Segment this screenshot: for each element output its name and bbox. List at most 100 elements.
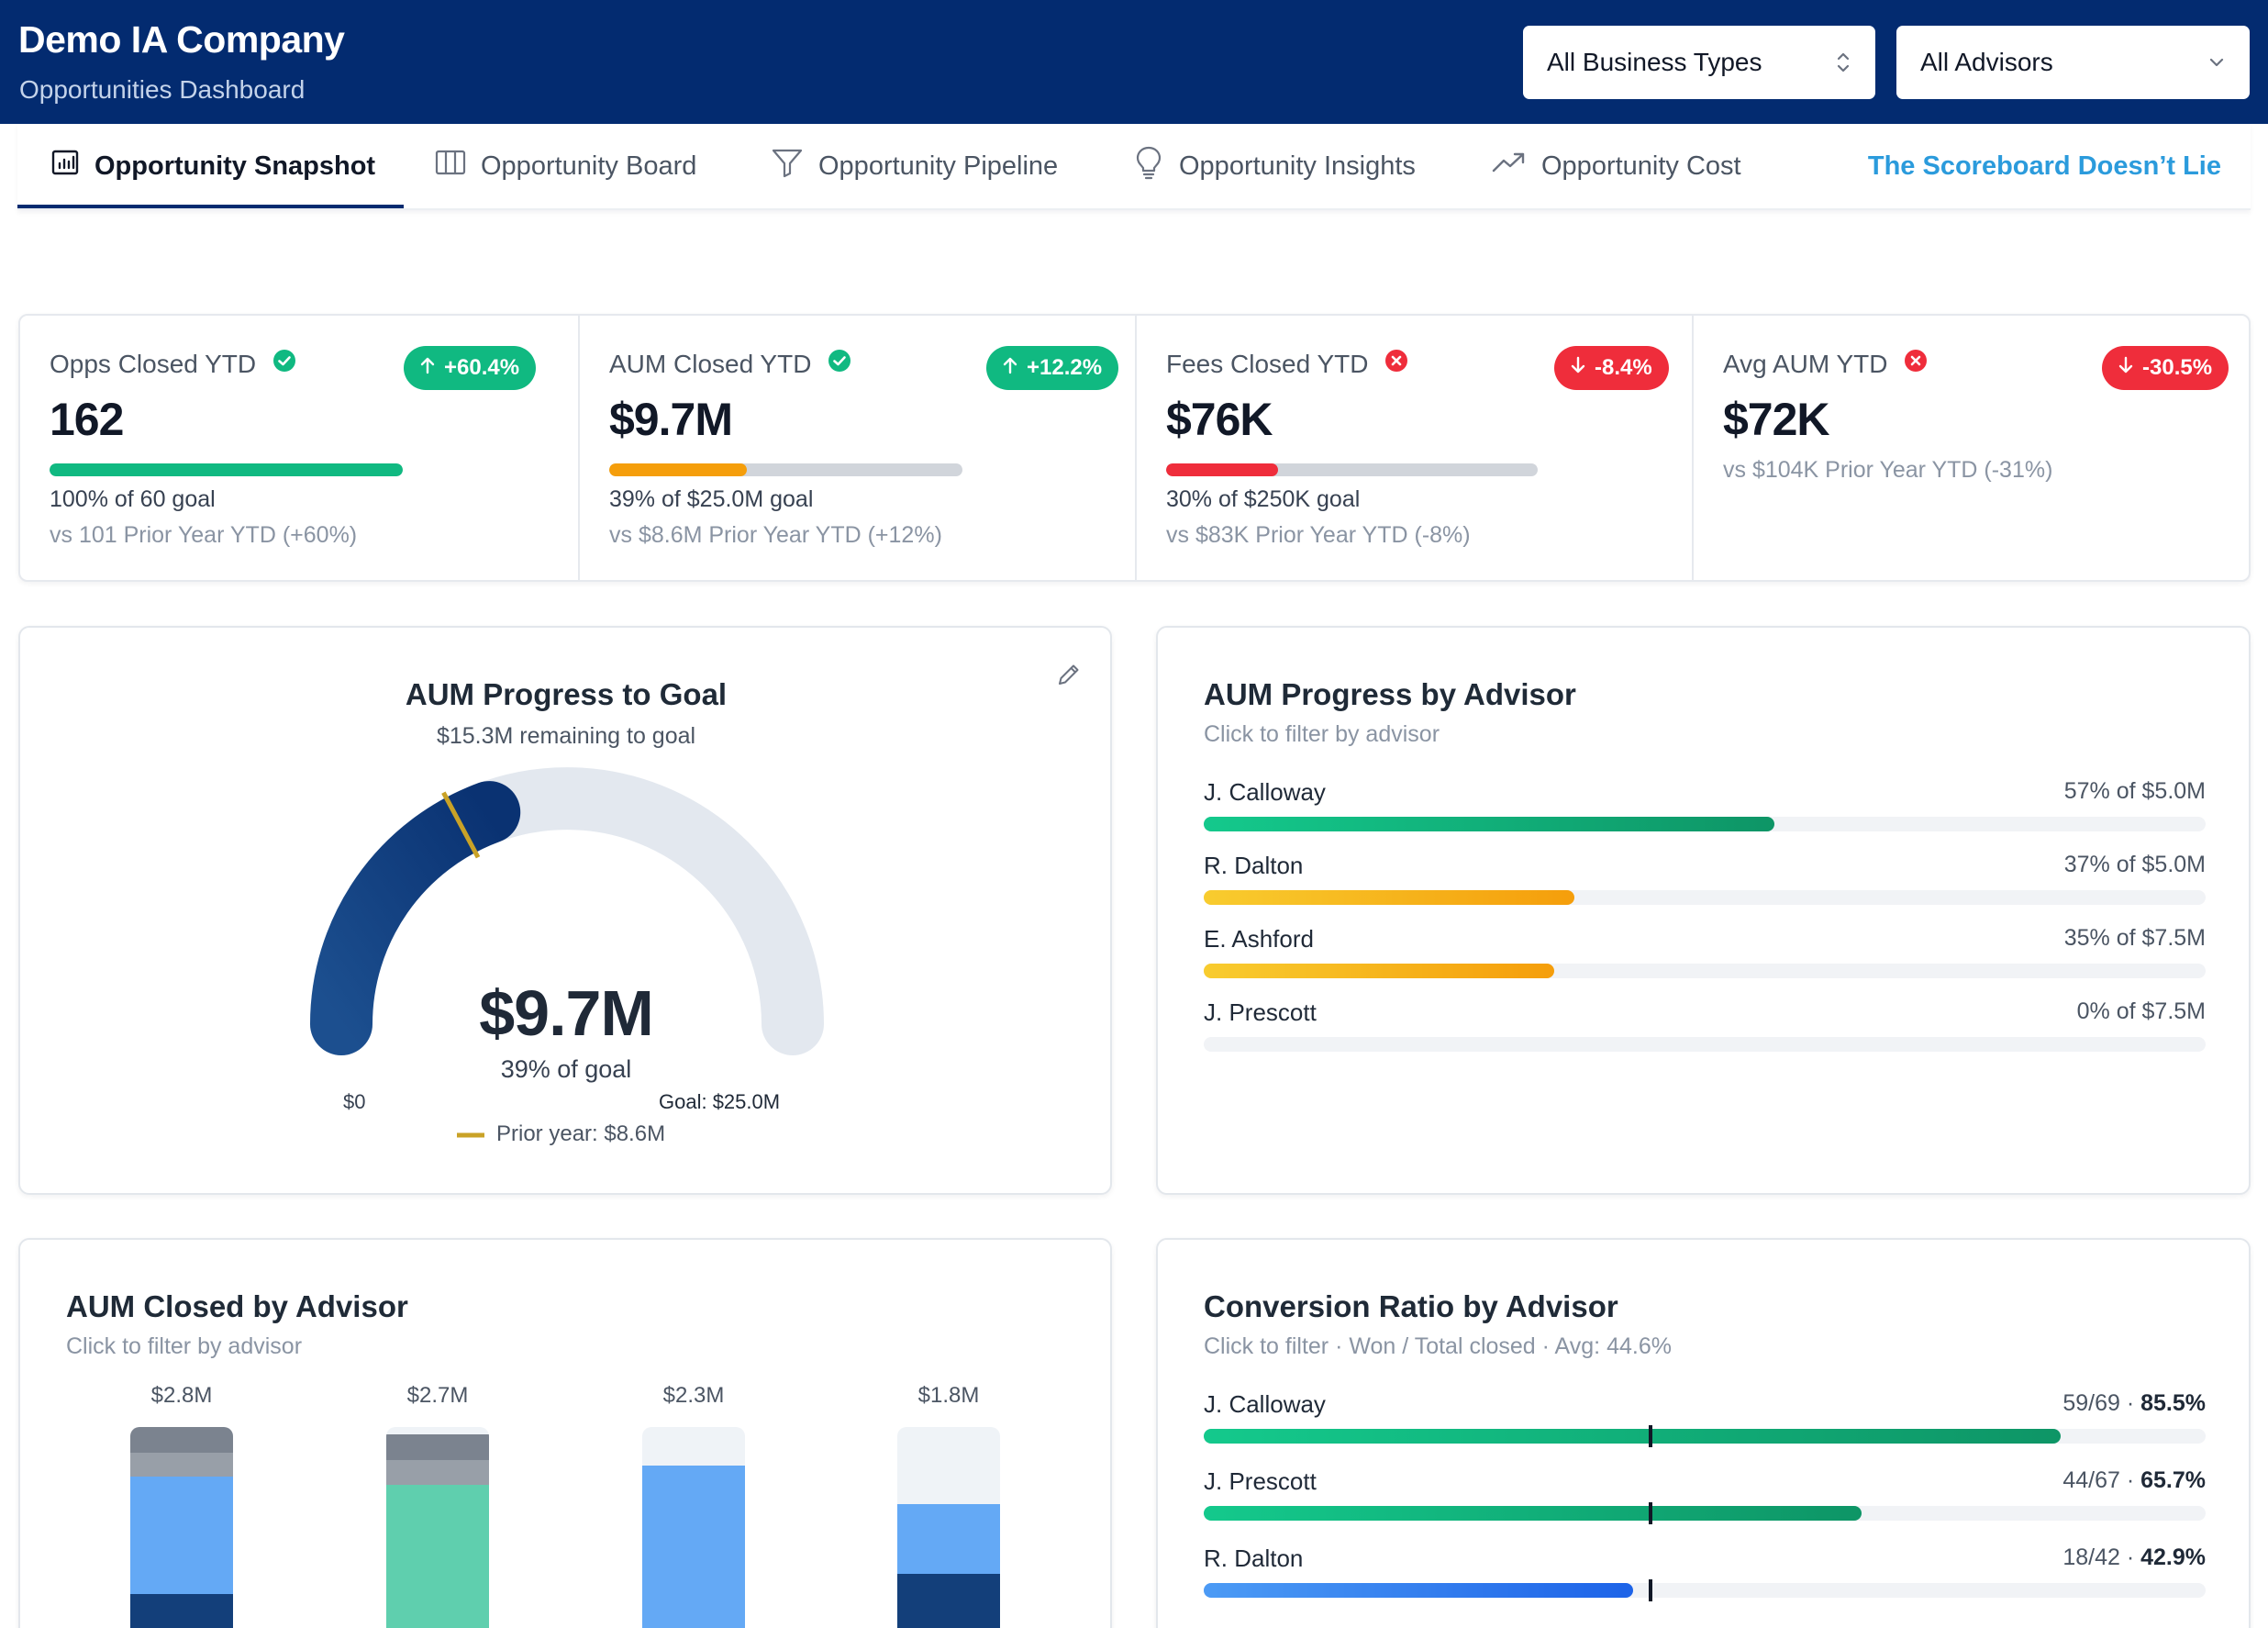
gauge-prior-label: Prior year: $8.6M — [496, 1121, 666, 1146]
conversion-track — [1204, 1425, 2206, 1447]
advisor-name: J. Calloway — [1204, 778, 1326, 806]
chevron-up-down-icon — [1835, 50, 1851, 74]
badge-text: +12.2% — [1027, 355, 1103, 380]
kpi-label-row: AUM Closed YTD — [609, 349, 851, 379]
card-title: Conversion Ratio by Advisor — [1204, 1289, 1618, 1323]
kpi-value: $72K — [1723, 394, 1830, 445]
kpi-goal-text: 30% of $250K goal — [1166, 486, 1361, 512]
business-type-value: All Business Types — [1547, 48, 1762, 76]
kpi-change-badge: -8.4% — [1554, 346, 1669, 390]
bar-segment — [130, 1477, 233, 1594]
card-title: AUM Progress by Advisor — [1204, 677, 1576, 711]
tab-opportunity-pipeline[interactable]: Opportunity Pipeline — [771, 124, 1058, 208]
kpi-change-badge: +12.2% — [986, 346, 1119, 390]
conversion-fill — [1204, 1583, 1634, 1598]
bar-value-label: $2.8M — [150, 1383, 213, 1408]
aum-progress-advisor-card: AUM Progress by Advisor Click to filter … — [1156, 626, 2251, 1195]
gauge-value: $9.7M — [479, 977, 654, 1049]
conversion-percent: 85.5% — [2140, 1390, 2206, 1416]
x-circle-icon — [1904, 349, 1928, 379]
conversion-value: 18/42 · 42.9% — [2062, 1544, 2206, 1571]
advisor-progress-value: 37% of $5.0M — [2063, 852, 2206, 877]
tab-label: Opportunity Pipeline — [818, 151, 1059, 181]
app-header: Demo IA Company Opportunities Dashboard … — [0, 0, 2268, 124]
tab-label: Opportunity Board — [481, 151, 697, 181]
advisor-select[interactable]: All Advisors — [1896, 26, 2250, 99]
kpi-avg-aum[interactable]: Avg AUM YTD -30.5% $72K vs $104K Prior Y… — [1692, 316, 2249, 580]
kpi-strip: Opps Closed YTD +60.4% 162 100% of 60 go… — [18, 314, 2251, 582]
kpi-change-badge: -30.5% — [2102, 346, 2229, 390]
kpi-opps-closed[interactable]: Opps Closed YTD +60.4% 162 100% of 60 go… — [20, 316, 578, 580]
kpi-label-row: Avg AUM YTD — [1723, 349, 1928, 379]
progress-fill — [1204, 817, 1775, 831]
kpi-prior-text: vs $104K Prior Year YTD (-31%) — [1723, 457, 2053, 483]
kpi-value: 162 — [50, 394, 124, 445]
kpi-value: $76K — [1166, 394, 1273, 445]
advisor-bar[interactable] — [642, 1427, 745, 1628]
advisor-progress-value: 57% of $5.0M — [2063, 778, 2206, 804]
kpi-value: $9.7M — [609, 394, 733, 445]
kpi-change-badge: +60.4% — [404, 346, 537, 390]
pencil-icon[interactable] — [1055, 661, 1083, 693]
progress-fill — [1204, 890, 1575, 905]
tab-opportunity-board[interactable]: Opportunity Board — [435, 124, 696, 208]
advisor-name: E. Ashford — [1204, 925, 1314, 953]
gauge-fill — [310, 781, 521, 1055]
average-marker — [1649, 1502, 1653, 1524]
kpi-label-row: Fees Closed YTD — [1166, 349, 1408, 379]
conversion-fill — [1204, 1429, 2061, 1444]
lightbulb-icon — [1133, 145, 1164, 187]
arrow-up-icon — [420, 355, 435, 381]
progress-track — [1204, 964, 2206, 978]
average-marker — [1649, 1425, 1653, 1447]
advisor-bar[interactable] — [130, 1427, 233, 1628]
company-title: Demo IA Company — [18, 18, 345, 61]
won-total: 18/42 · — [2062, 1544, 2141, 1570]
check-circle-icon — [272, 349, 296, 379]
conversion-value: 59/69 · 85.5% — [2062, 1390, 2206, 1417]
kpi-fees-closed[interactable]: Fees Closed YTD -8.4% $76K 30% of $250K … — [1135, 316, 1692, 580]
chevron-down-icon — [2207, 56, 2226, 69]
trending-up-icon — [1492, 149, 1527, 184]
average-marker — [1649, 1579, 1653, 1601]
bar-segment — [897, 1504, 1000, 1575]
active-tab-underline — [17, 205, 404, 208]
gauge-min-label: $0 — [343, 1090, 366, 1113]
kpi-prior-text: vs $8.6M Prior Year YTD (+12%) — [609, 522, 942, 548]
advisor-progress-value: 35% of $7.5M — [2063, 925, 2206, 951]
tab-opportunity-cost[interactable]: Opportunity Cost — [1492, 124, 1741, 208]
business-type-select[interactable]: All Business Types — [1523, 26, 1875, 99]
tab-opportunity-snapshot[interactable]: Opportunity Snapshot — [50, 124, 375, 208]
advisor-progress-value: 0% of $7.5M — [2076, 998, 2206, 1024]
badge-text: -8.4% — [1595, 355, 1652, 380]
progress-track — [1204, 817, 2206, 831]
kpi-label: Opps Closed YTD — [50, 349, 257, 378]
card-subtitle: Click to filter · Won / Total closed · A… — [1204, 1333, 1672, 1359]
kpi-progress-fill — [1166, 463, 1278, 476]
funnel-icon — [771, 147, 804, 185]
advisor-bar[interactable] — [897, 1427, 1000, 1628]
advisor-value: All Advisors — [1920, 48, 2053, 76]
progress-track — [1204, 1037, 2206, 1052]
x-circle-icon — [1384, 349, 1408, 379]
tab-opportunity-insights[interactable]: Opportunity Insights — [1133, 124, 1416, 208]
columns-icon — [435, 148, 466, 184]
kpi-label: Fees Closed YTD — [1166, 349, 1369, 378]
kpi-progress-fill — [50, 463, 403, 476]
bar-segment — [897, 1574, 1000, 1628]
scoreboard-link[interactable]: The Scoreboard Doesn’t Lie — [1867, 151, 2221, 181]
tab-bar: Opportunity Snapshot Opportunity Board O… — [17, 124, 2251, 210]
kpi-aum-closed[interactable]: AUM Closed YTD +12.2% $9.7M 39% of $25.0… — [578, 316, 1135, 580]
gauge-goal-label: Goal: $25.0M — [659, 1090, 781, 1113]
kpi-progress-bar — [50, 463, 403, 476]
conversion-track — [1204, 1502, 2206, 1524]
kpi-label: AUM Closed YTD — [609, 349, 812, 378]
advisor-bar[interactable] — [386, 1427, 489, 1628]
progress-track — [1204, 890, 2206, 905]
card-title: AUM Closed by Advisor — [66, 1289, 408, 1323]
tab-label: Opportunity Insights — [1179, 151, 1416, 181]
dashboard-subtitle: Opportunities Dashboard — [19, 75, 306, 104]
kpi-label-row: Opps Closed YTD — [50, 349, 296, 379]
conversion-percent: 42.9% — [2140, 1544, 2206, 1570]
check-circle-icon — [828, 349, 851, 379]
